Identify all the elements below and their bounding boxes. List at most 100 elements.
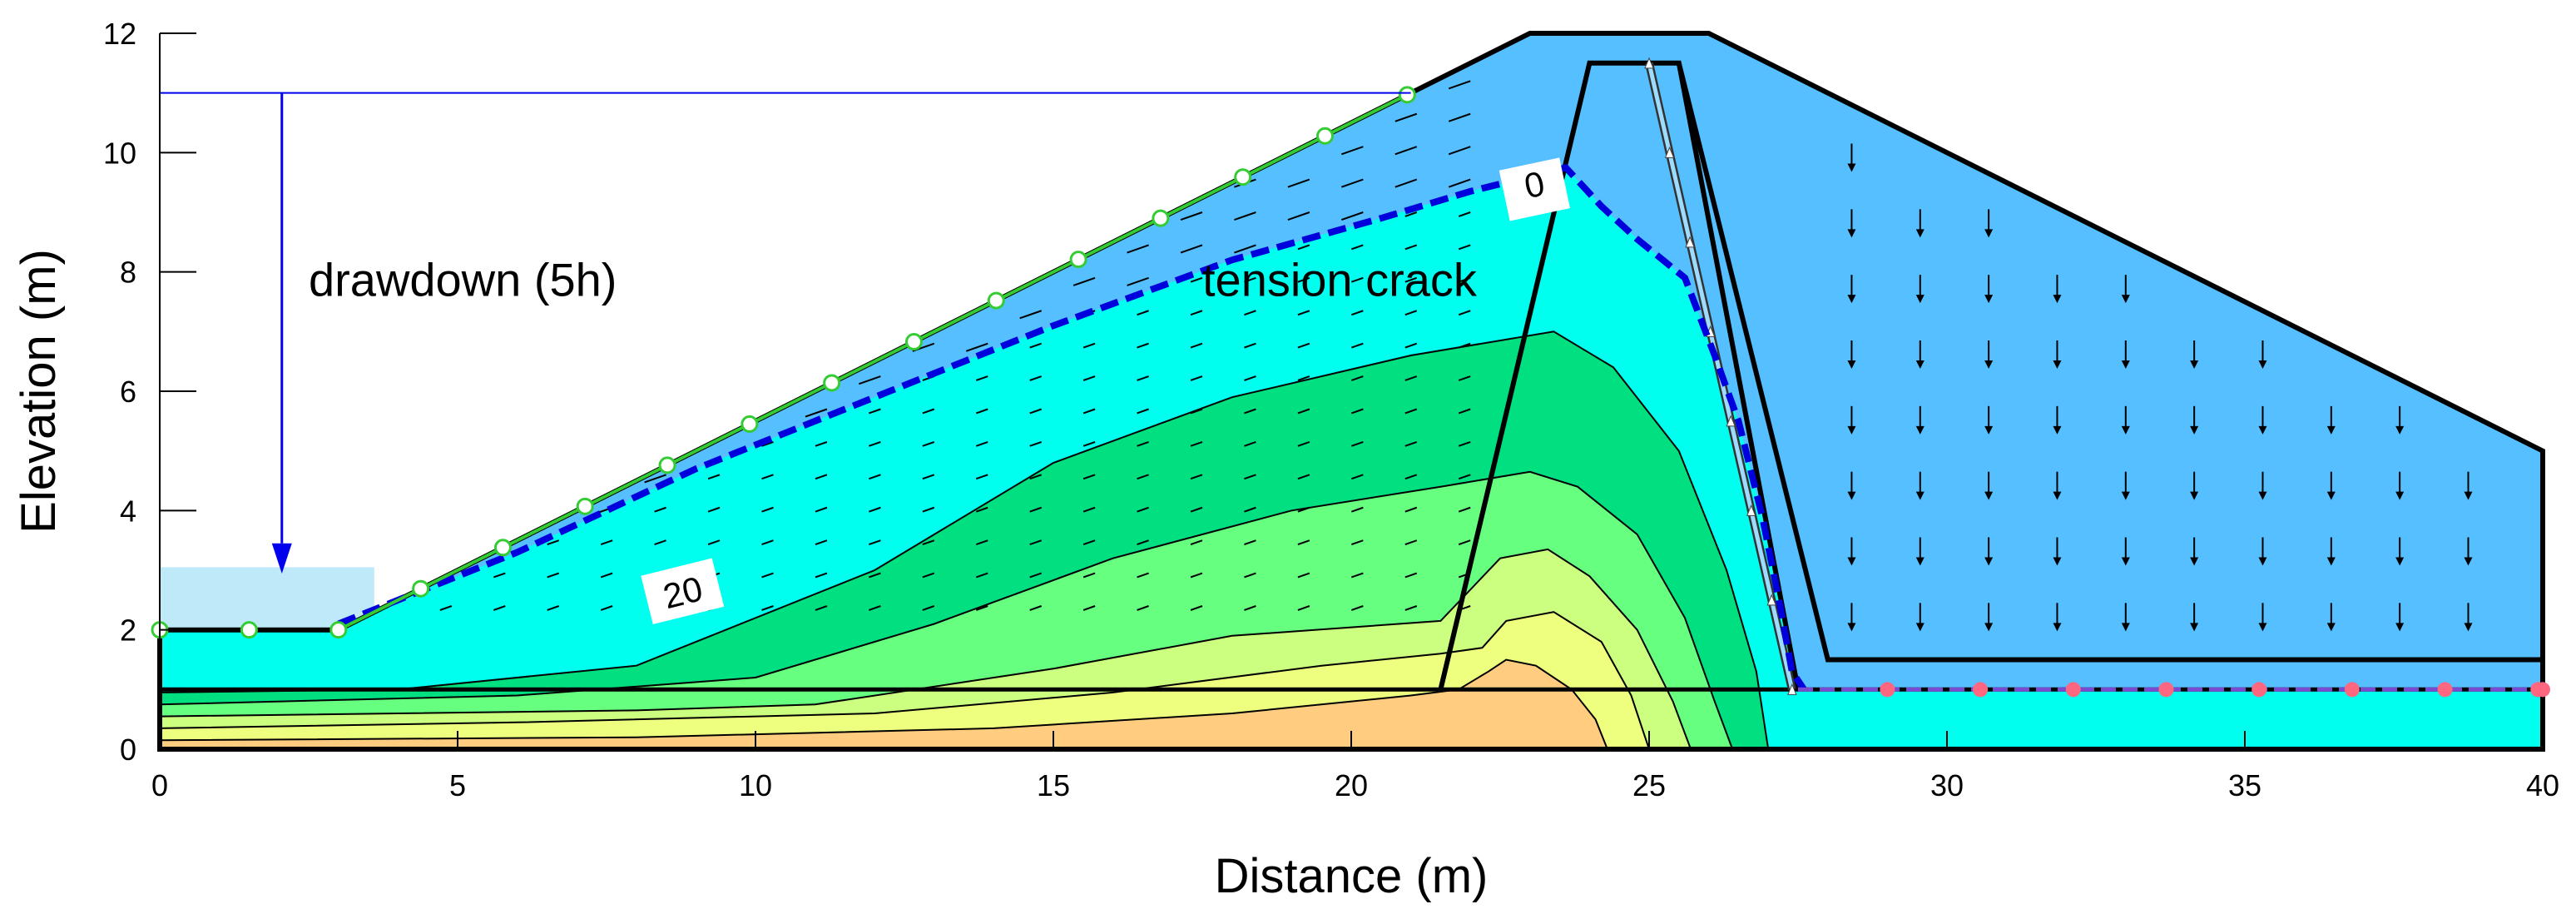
vector-arrow	[1127, 244, 1149, 254]
vector-arrow	[1404, 539, 1418, 546]
vector-arrow	[761, 572, 774, 579]
vector-arrow	[1395, 146, 1418, 156]
vector-arrow	[1029, 605, 1043, 611]
vector-arrow	[1350, 375, 1364, 381]
vector-arrow	[922, 572, 935, 579]
vector-arrow-head	[1984, 295, 1994, 304]
vector-arrow	[1137, 310, 1149, 316]
vector-arrow	[1340, 178, 1364, 188]
vector-arrow	[1137, 572, 1149, 579]
vector-arrow	[869, 408, 881, 415]
seepage-node	[2437, 682, 2453, 698]
vector-arrow-head	[2395, 557, 2405, 566]
vector-arrow	[761, 539, 774, 546]
vector-arrow	[547, 572, 560, 579]
vector-arrow	[1458, 539, 1471, 546]
vector-arrow-head	[2258, 623, 2267, 632]
vector-arrow-head	[1847, 557, 1856, 566]
tension-crack-annotation: tension crack	[1202, 253, 1478, 306]
vector-arrow	[965, 342, 988, 352]
vector-arrow	[1244, 572, 1256, 579]
vector-arrow-head	[2395, 425, 2405, 435]
vector-arrow-head	[1847, 163, 1856, 172]
vector-arrow	[1244, 310, 1256, 316]
vector-arrow	[1137, 440, 1149, 447]
vector-arrow	[975, 474, 988, 480]
vector-arrow-head	[1984, 557, 1994, 566]
vector-arrow-head	[2121, 425, 2130, 435]
seepage-node	[2344, 682, 2360, 698]
vector-arrow-head	[2053, 295, 2062, 304]
vector-arrow	[1082, 506, 1096, 513]
vector-arrow	[1190, 605, 1203, 611]
vector-arrow	[975, 506, 988, 513]
vector-arrow	[1404, 474, 1418, 480]
vector-arrow	[1137, 342, 1149, 349]
vector-arrow	[922, 440, 935, 447]
vector-arrow	[1029, 572, 1043, 579]
y-tick-label: 0	[120, 733, 136, 767]
boundary-node	[240, 621, 258, 639]
vector-arrow-head	[1984, 491, 1994, 500]
vector-arrow-head	[2464, 557, 2473, 566]
vector-arrow-head	[2053, 491, 2062, 500]
vector-arrow	[815, 572, 828, 579]
vector-arrow	[1297, 539, 1310, 546]
vector-arrow	[1234, 244, 1256, 254]
vector-arrow-head	[2190, 623, 2199, 632]
boundary-node	[904, 333, 923, 351]
boundary-node	[412, 579, 430, 598]
vector-arrow	[493, 572, 506, 579]
vector-arrow-head	[2053, 623, 2062, 632]
boundary-node	[493, 539, 512, 557]
vector-arrow	[1190, 342, 1203, 349]
vector-arrow	[1029, 440, 1043, 447]
vector-arrow-head	[1847, 295, 1856, 304]
vector-arrow-head	[2121, 295, 2130, 304]
vector-arrow	[1244, 474, 1256, 480]
vector-arrow	[815, 474, 828, 480]
vector-arrow	[1350, 572, 1364, 579]
vector-arrow-head	[2121, 360, 2130, 369]
vector-arrow	[600, 572, 613, 579]
vector-arrow-head	[2258, 491, 2267, 500]
vector-arrow	[654, 539, 666, 546]
vector-arrow	[707, 539, 721, 546]
vector-arrow	[1019, 310, 1043, 320]
vector-arrow	[859, 375, 881, 385]
vector-arrow	[1244, 408, 1256, 415]
vector-arrow	[1082, 375, 1096, 381]
clay-core-outline	[1438, 60, 1801, 690]
vector-arrow-head	[1915, 425, 1925, 435]
vector-arrow	[1073, 276, 1096, 286]
vector-arrow	[761, 474, 774, 480]
vector-arrow-head	[2190, 360, 2199, 369]
vector-arrow	[1448, 178, 1471, 188]
vector-arrow	[922, 506, 935, 513]
boundary-node	[1152, 209, 1170, 227]
seepage-node	[2252, 682, 2267, 698]
vector-arrow-head	[1847, 229, 1856, 238]
downstream-filter-outline	[1676, 62, 2543, 663]
vector-arrow	[1404, 276, 1418, 283]
y-tick-label: 12	[103, 17, 136, 51]
vector-arrow	[439, 605, 453, 611]
boundary-node	[329, 621, 348, 639]
vector-arrow-head	[1847, 623, 1856, 632]
vector-arrow	[1448, 112, 1471, 122]
contour-band-1	[160, 658, 1609, 749]
vector-arrow	[761, 605, 774, 611]
vector-arrow	[1458, 408, 1471, 415]
vector-arrow	[1244, 539, 1256, 546]
vector-arrow	[1395, 112, 1418, 122]
seepage-node	[1880, 682, 1895, 698]
vector-arrow	[1082, 408, 1096, 415]
vector-arrow	[975, 572, 988, 579]
vector-arrow	[869, 506, 881, 513]
vector-arrow	[1350, 440, 1364, 447]
y-tick-label: 10	[103, 136, 136, 170]
contour-label-20: 20	[641, 558, 725, 625]
vector-arrow	[1082, 342, 1096, 349]
vector-arrow	[1137, 375, 1149, 381]
y-tick-label: 8	[120, 256, 136, 290]
